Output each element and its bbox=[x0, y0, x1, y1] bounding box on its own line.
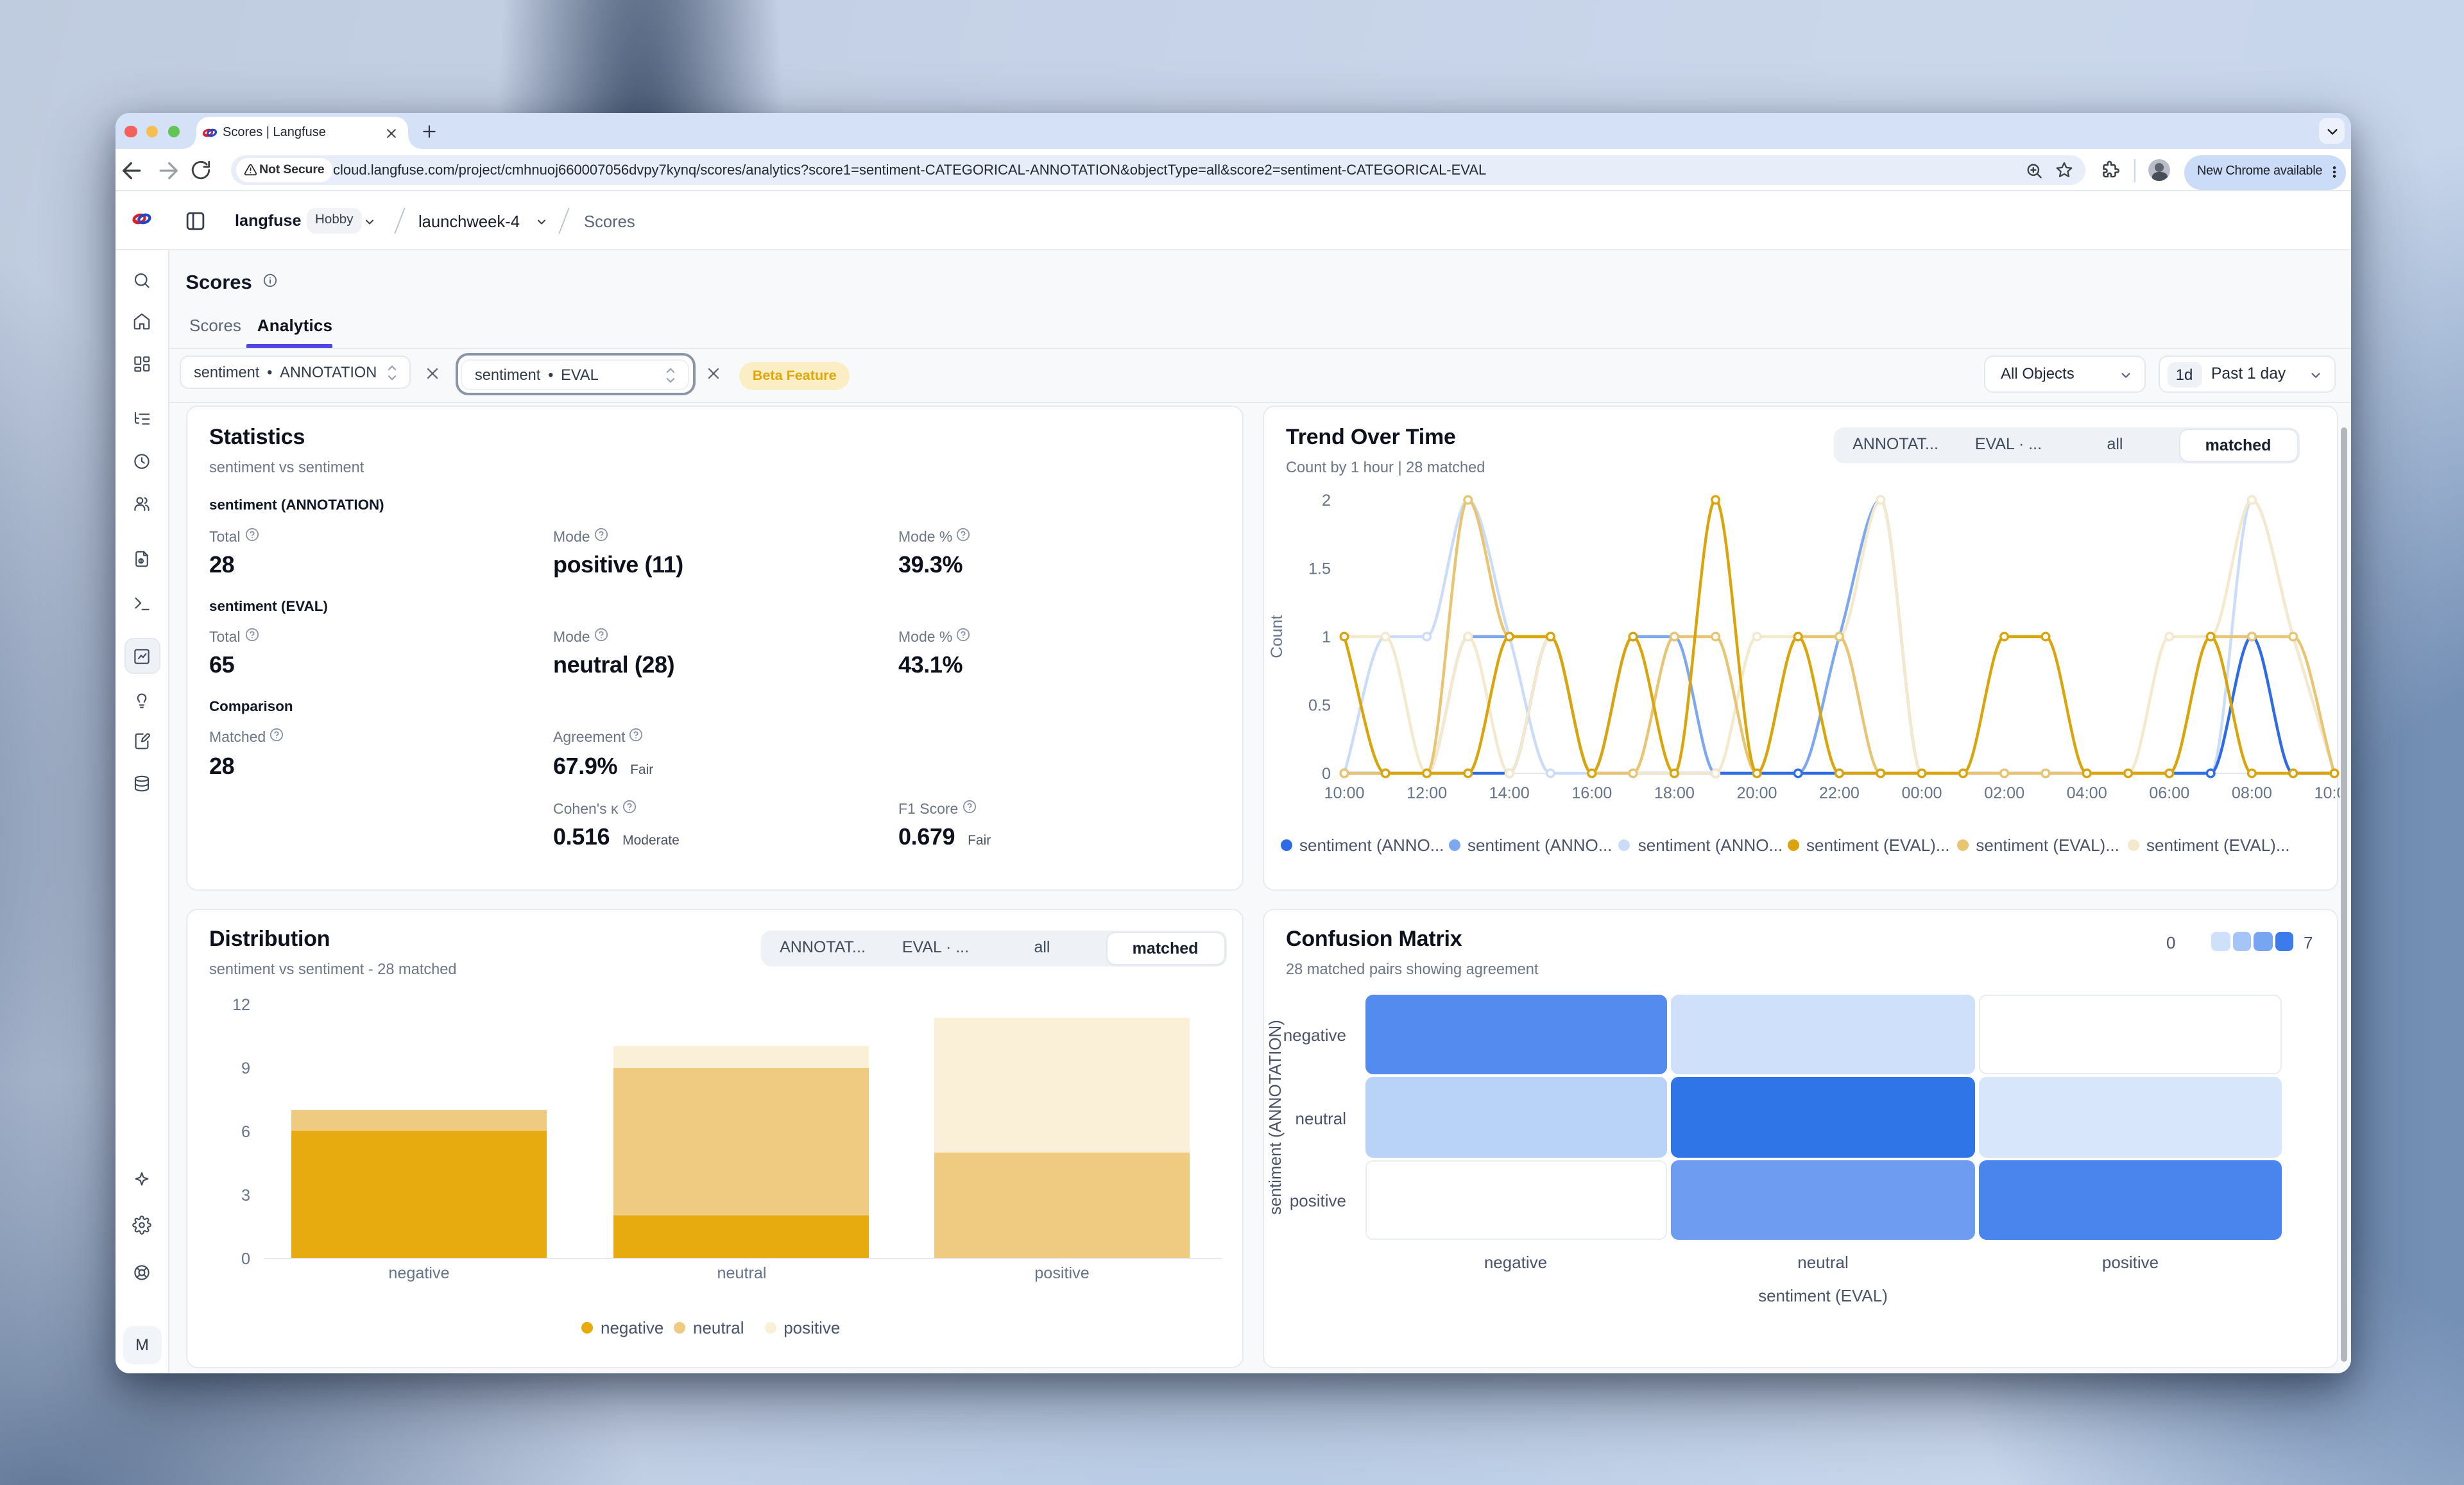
svg-text:0: 0 bbox=[241, 1249, 250, 1267]
svg-text:22:00: 22:00 bbox=[1819, 784, 1860, 802]
svg-text:positive: positive bbox=[1034, 1264, 1089, 1282]
svg-text:negative: negative bbox=[388, 1264, 449, 1282]
svg-text:02:00: 02:00 bbox=[1984, 784, 2024, 802]
svg-text:6: 6 bbox=[241, 1122, 250, 1140]
svg-text:Count: Count bbox=[1268, 615, 1286, 658]
svg-text:08:00: 08:00 bbox=[2232, 784, 2272, 802]
svg-text:04:00: 04:00 bbox=[2067, 784, 2107, 802]
svg-text:00:00: 00:00 bbox=[1901, 784, 1942, 802]
svg-text:9: 9 bbox=[241, 1059, 250, 1077]
svg-text:1.5: 1.5 bbox=[1308, 560, 1331, 578]
svg-text:neutral: neutral bbox=[717, 1264, 766, 1282]
svg-text:12: 12 bbox=[232, 995, 250, 1013]
svg-text:06:00: 06:00 bbox=[2149, 784, 2189, 802]
svg-text:16:00: 16:00 bbox=[1571, 784, 1612, 802]
svg-text:18:00: 18:00 bbox=[1654, 784, 1695, 802]
svg-text:10:00: 10:00 bbox=[1324, 784, 1364, 802]
svg-text:10:00: 10:00 bbox=[2314, 784, 2340, 802]
svg-text:20:00: 20:00 bbox=[1736, 784, 1777, 802]
svg-text:2: 2 bbox=[1322, 492, 1331, 510]
svg-text:0: 0 bbox=[1322, 765, 1331, 783]
svg-text:12:00: 12:00 bbox=[1407, 784, 1447, 802]
svg-text:14:00: 14:00 bbox=[1489, 784, 1530, 802]
svg-text:3: 3 bbox=[241, 1186, 250, 1204]
svg-text:1: 1 bbox=[1322, 628, 1331, 646]
svg-text:0.5: 0.5 bbox=[1308, 697, 1331, 715]
